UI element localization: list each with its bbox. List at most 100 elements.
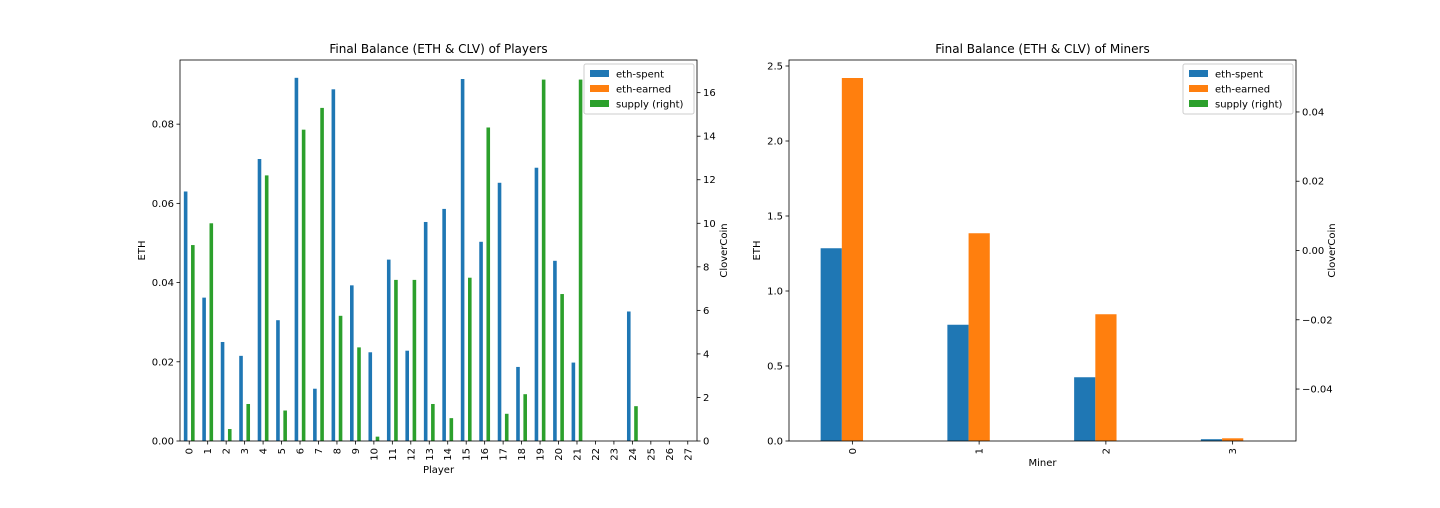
y-right-tick-label: 12: [703, 175, 716, 186]
x-tick-label: 20: [554, 448, 565, 461]
bar-supply-right--24: [634, 406, 638, 441]
bar-eth-spent-0: [820, 248, 842, 441]
x-tick-label: 21: [572, 448, 583, 461]
bar-eth-earned-0: [841, 78, 864, 441]
bar-supply-right--19: [541, 79, 546, 441]
y-right-tick-label: 16: [703, 88, 716, 99]
x-tick-label: 26: [665, 448, 676, 461]
y-axis-label: ETH: [137, 241, 148, 261]
bar-eth-spent-2: [1074, 377, 1096, 441]
bar-eth-spent-3: [239, 355, 243, 441]
legend-entry: eth-earned: [616, 85, 671, 96]
bar-supply-right--3: [246, 403, 251, 441]
x-tick-label: 10: [369, 448, 380, 461]
bar-eth-spent-15: [460, 79, 465, 441]
legend-entry: eth-earned: [1215, 85, 1270, 96]
x-tick-label: 19: [536, 448, 547, 461]
y-tick-label: 0.06: [152, 199, 174, 210]
x-tick-label: 1: [203, 448, 214, 454]
bar-supply-right--21: [578, 79, 583, 441]
bar-eth-spent-8: [331, 89, 336, 441]
y-tick-label: 2.0: [767, 137, 783, 148]
bar-eth-spent-20: [553, 260, 557, 441]
y-tick-label: 1.0: [767, 287, 783, 298]
bar-supply-right--18: [523, 394, 527, 441]
y-right-tick-label: 2: [703, 393, 709, 404]
bar-eth-spent-17: [497, 182, 502, 441]
bar-supply-right--1: [209, 223, 214, 441]
y-right-tick-label: 4: [703, 349, 709, 360]
legend-swatch: [590, 100, 609, 107]
bar-supply-right--15: [468, 277, 472, 441]
chart-1: 0.0 0.5 1.0 1.5 2.0 2.5 −0.04 −0.02 0.00 0.02 0.04…: [752, 42, 1338, 469]
legend-entry: supply (right): [616, 100, 684, 111]
y-tick-label: 2.5: [767, 62, 783, 73]
x-tick-label: 3: [1228, 448, 1239, 454]
bar-supply-right--14: [449, 418, 454, 441]
x-tick-label: 14: [443, 448, 454, 461]
bar-eth-spent-9: [350, 285, 354, 441]
y-tick-label: 0.04: [152, 278, 174, 289]
legend-box: [1182, 63, 1294, 115]
bar-eth-spent-1: [947, 324, 969, 441]
bar-supply-right--10: [375, 436, 380, 441]
bar-eth-spent-11: [386, 259, 391, 441]
bar-eth-spent-1: [202, 297, 206, 441]
x-axis-label: Player: [423, 465, 455, 476]
legend-entry: eth-spent: [1215, 70, 1263, 81]
x-tick-label: 4: [259, 448, 270, 454]
bar-eth-spent-24: [626, 311, 631, 441]
y-tick-label: 0.00: [152, 437, 174, 448]
bar-supply-right--5: [283, 410, 287, 441]
chart-title: Final Balance (ETH & CLV) of Players: [329, 42, 547, 56]
bar-eth-spent-13: [423, 221, 428, 441]
bar-supply-right--12: [412, 279, 417, 441]
bar-eth-earned-3: [1222, 438, 1244, 441]
x-tick-label: 2: [222, 448, 233, 454]
bar-eth-spent-4: [257, 159, 262, 441]
y-tick-label: 1.5: [767, 212, 783, 223]
x-tick-label: 5: [277, 448, 288, 454]
y-right-tick-label: 0.04: [1302, 107, 1324, 118]
bar-supply-right--9: [357, 347, 361, 441]
bar-eth-spent-2: [220, 341, 225, 441]
y-right-tick-label: 0.00: [1302, 246, 1324, 257]
bar-eth-spent-19: [534, 167, 539, 442]
x-tick-label: 24: [628, 448, 639, 461]
bar-supply-right--17: [504, 413, 509, 441]
bar-supply-right--7: [320, 107, 324, 442]
x-tick-label: 2: [1101, 448, 1112, 454]
x-tick-label: 22: [591, 448, 602, 461]
bar-eth-spent-6: [294, 77, 299, 441]
y-right-tick-label: 6: [703, 306, 709, 317]
bar-eth-spent-5: [276, 320, 280, 441]
bar-supply-right--2: [227, 429, 232, 441]
bar-supply-right--0: [191, 245, 195, 441]
bar-eth-spent-18: [516, 366, 520, 441]
bar-eth-spent-12: [405, 350, 409, 441]
bar-eth-spent-0: [183, 191, 188, 441]
x-tick-label: 0: [848, 448, 859, 454]
bar-eth-spent-7: [313, 388, 317, 441]
legend-entry: supply (right): [1215, 100, 1283, 111]
legend-swatch: [590, 70, 609, 77]
y-right-axis-label: CloverCoin: [719, 223, 730, 277]
y-right-axis-label: CloverCoin: [1327, 223, 1338, 277]
legend: eth-spent eth-earned supply (right): [1182, 63, 1294, 115]
legend-box: [583, 63, 695, 115]
y-tick-label: 0.0: [767, 437, 783, 448]
y-right-tick-label: 14: [703, 132, 716, 143]
y-right-tick-label: 8: [703, 262, 709, 273]
legend-entry: eth-spent: [616, 70, 664, 81]
y-tick-label: 0.08: [152, 120, 174, 131]
x-tick-label: 23: [609, 448, 620, 461]
chart-title: Final Balance (ETH & CLV) of Miners: [935, 42, 1149, 56]
axes-frame: [788, 59, 1297, 442]
legend-swatch: [590, 85, 609, 92]
bar-supply-right--8: [338, 315, 343, 441]
x-tick-label: 12: [406, 448, 417, 461]
x-tick-label: 0: [185, 448, 196, 454]
